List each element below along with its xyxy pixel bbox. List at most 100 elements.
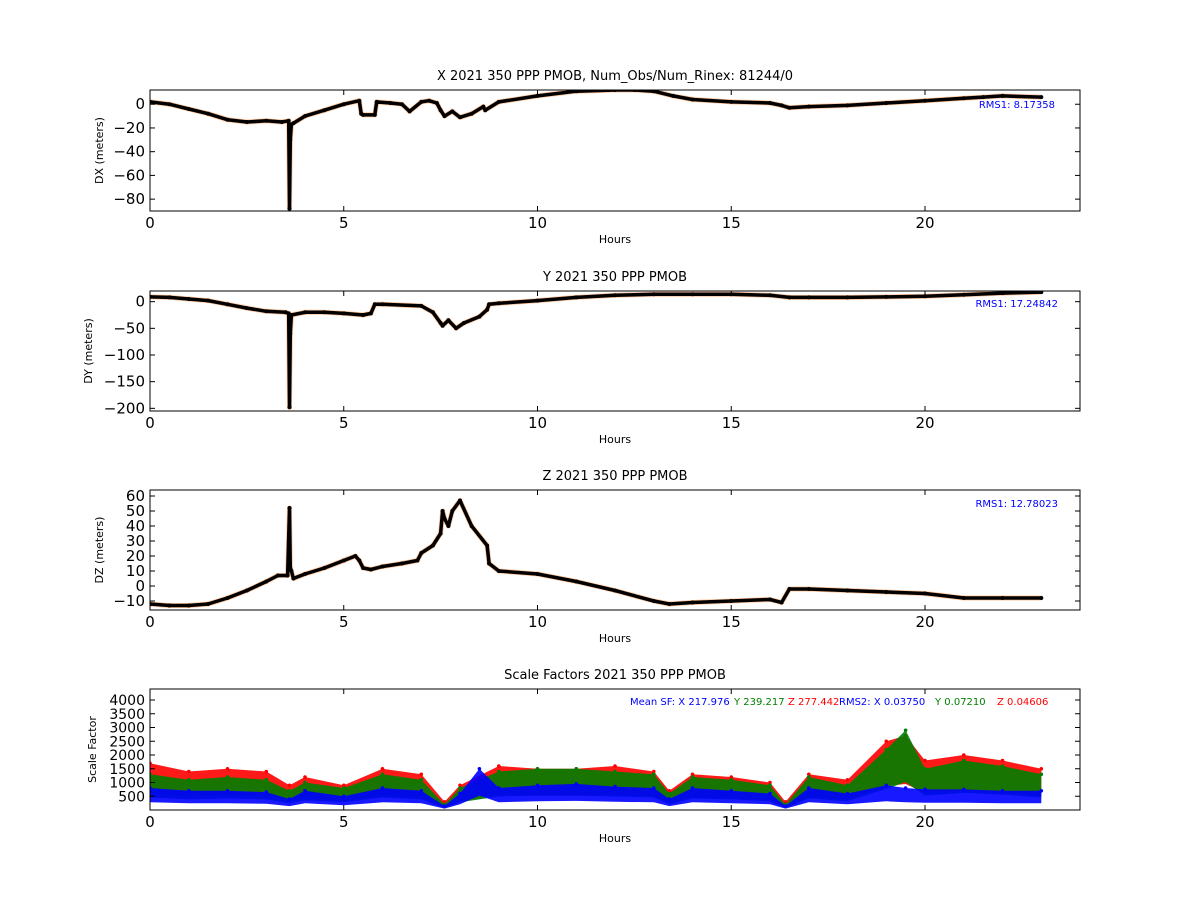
data-point: [485, 543, 490, 548]
data-point: [446, 524, 451, 528]
data-point: [652, 786, 656, 790]
x-axis-label: Hours: [599, 632, 631, 645]
y-axis-label: DY (meters): [82, 318, 95, 383]
data-point: [303, 572, 307, 576]
y-tick-label: −20: [113, 119, 145, 137]
data-point: [303, 310, 307, 315]
y-tick-label: 50: [126, 502, 145, 520]
y-tick-label: 20: [126, 547, 145, 565]
data-point: [884, 783, 889, 788]
data-point: [690, 775, 695, 779]
data-point: [419, 772, 424, 777]
data-point: [884, 747, 889, 752]
data-point: [477, 314, 482, 319]
data-point: [807, 772, 811, 777]
data-point: [430, 543, 435, 548]
data-point: [613, 588, 617, 593]
x-axis-label: Hours: [599, 433, 631, 446]
data-point: [446, 318, 451, 323]
data-point: [768, 791, 772, 796]
data-point: [667, 797, 672, 801]
y-tick-label: 0: [135, 577, 145, 595]
series-band-X: [150, 768, 1042, 809]
data-point: [419, 303, 424, 308]
data-point: [461, 321, 466, 325]
data-point: [651, 599, 656, 603]
axes-frame: [149, 688, 1081, 811]
data-point: [574, 782, 579, 786]
data-point: [342, 783, 346, 788]
y-axis-label: DX (meters): [93, 117, 106, 184]
data-point: [287, 783, 292, 788]
data-point: [374, 99, 379, 104]
data-point: [438, 108, 443, 113]
data-point: [651, 292, 656, 297]
sf-annotation: Y 0.07210: [934, 697, 986, 708]
data-point: [651, 90, 656, 94]
data-point: [481, 104, 486, 109]
data-point: [442, 516, 447, 521]
data-point: [264, 769, 269, 774]
data-point: [1039, 596, 1044, 600]
rms-annotation: RMS1: 12.78023: [975, 499, 1058, 510]
plot-area: [150, 90, 1044, 211]
data-point: [167, 603, 172, 608]
data-point: [1039, 767, 1044, 771]
data-point: [962, 753, 966, 757]
x-tick-label: 20: [915, 613, 934, 631]
data-point: [690, 786, 695, 790]
data-point: [357, 558, 362, 563]
x-tick-label: 0: [145, 813, 155, 831]
data-point: [303, 789, 307, 793]
data-point: [884, 294, 889, 299]
data-point: [206, 298, 211, 303]
data-point: [923, 787, 927, 792]
data-point: [187, 778, 191, 782]
data-point: [303, 775, 307, 779]
data-point: [535, 298, 540, 303]
data-point: [884, 590, 889, 594]
data-point: [434, 101, 439, 105]
data-point: [361, 313, 366, 317]
data-point: [187, 789, 191, 793]
data-point: [574, 90, 579, 94]
series-line: [150, 291, 1042, 410]
data-point: [961, 596, 966, 600]
x-tick-label: 5: [339, 414, 349, 432]
data-point: [438, 531, 443, 536]
data-point: [440, 323, 445, 328]
data-point: [652, 769, 656, 774]
data-point: [357, 98, 362, 103]
rms-annotation: RMS1: 8.17358: [979, 100, 1055, 111]
data-point: [845, 588, 850, 593]
data-point: [807, 786, 811, 790]
x-tick-label: 15: [722, 214, 741, 232]
x-tick-label: 5: [339, 613, 349, 631]
data-point: [285, 573, 290, 578]
data-point: [845, 791, 850, 796]
x-tick-label: 15: [722, 613, 741, 631]
data-point: [469, 111, 474, 116]
series-line: [150, 90, 1042, 211]
chart-title: Y 2021 350 PPP PMOB: [542, 270, 687, 285]
data-point: [496, 99, 501, 104]
data-point: [264, 118, 269, 123]
data-point: [806, 104, 811, 109]
y-tick-label: −80: [113, 190, 145, 208]
y-tick-label: 3000: [109, 721, 145, 737]
y-tick-label: −150: [104, 373, 145, 391]
data-point: [962, 787, 966, 792]
data-point: [613, 769, 617, 774]
data-point: [729, 599, 734, 603]
y-tick-label: −60: [113, 166, 145, 184]
data-point: [206, 111, 211, 116]
data-point: [981, 95, 986, 100]
x-tick-label: 10: [528, 813, 547, 831]
data-point: [342, 794, 346, 799]
data-point: [535, 783, 540, 788]
x-tick-label: 20: [915, 813, 934, 831]
x-tick-label: 0: [145, 414, 155, 432]
data-point: [167, 295, 172, 300]
plot-area: [150, 728, 1044, 809]
